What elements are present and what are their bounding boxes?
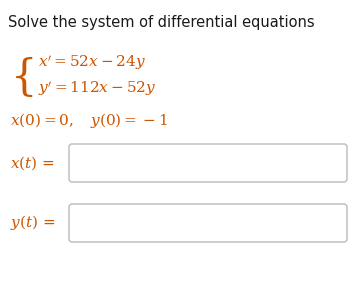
FancyBboxPatch shape bbox=[69, 204, 347, 242]
Text: $x(t)$ =: $x(t)$ = bbox=[10, 154, 55, 172]
Text: $x' = 52x - 24y$: $x' = 52x - 24y$ bbox=[38, 54, 146, 72]
FancyBboxPatch shape bbox=[69, 144, 347, 182]
Text: $x(0) = 0, \quad y(0) = -1$: $x(0) = 0, \quad y(0) = -1$ bbox=[10, 111, 167, 129]
Text: $y(t)$ =: $y(t)$ = bbox=[10, 213, 55, 233]
Text: $y' = 112x - 52y$: $y' = 112x - 52y$ bbox=[38, 80, 156, 98]
Text: $\left\{ \right.$: $\left\{ \right.$ bbox=[10, 55, 33, 99]
Text: Solve the system of differential equations: Solve the system of differential equatio… bbox=[8, 15, 315, 30]
